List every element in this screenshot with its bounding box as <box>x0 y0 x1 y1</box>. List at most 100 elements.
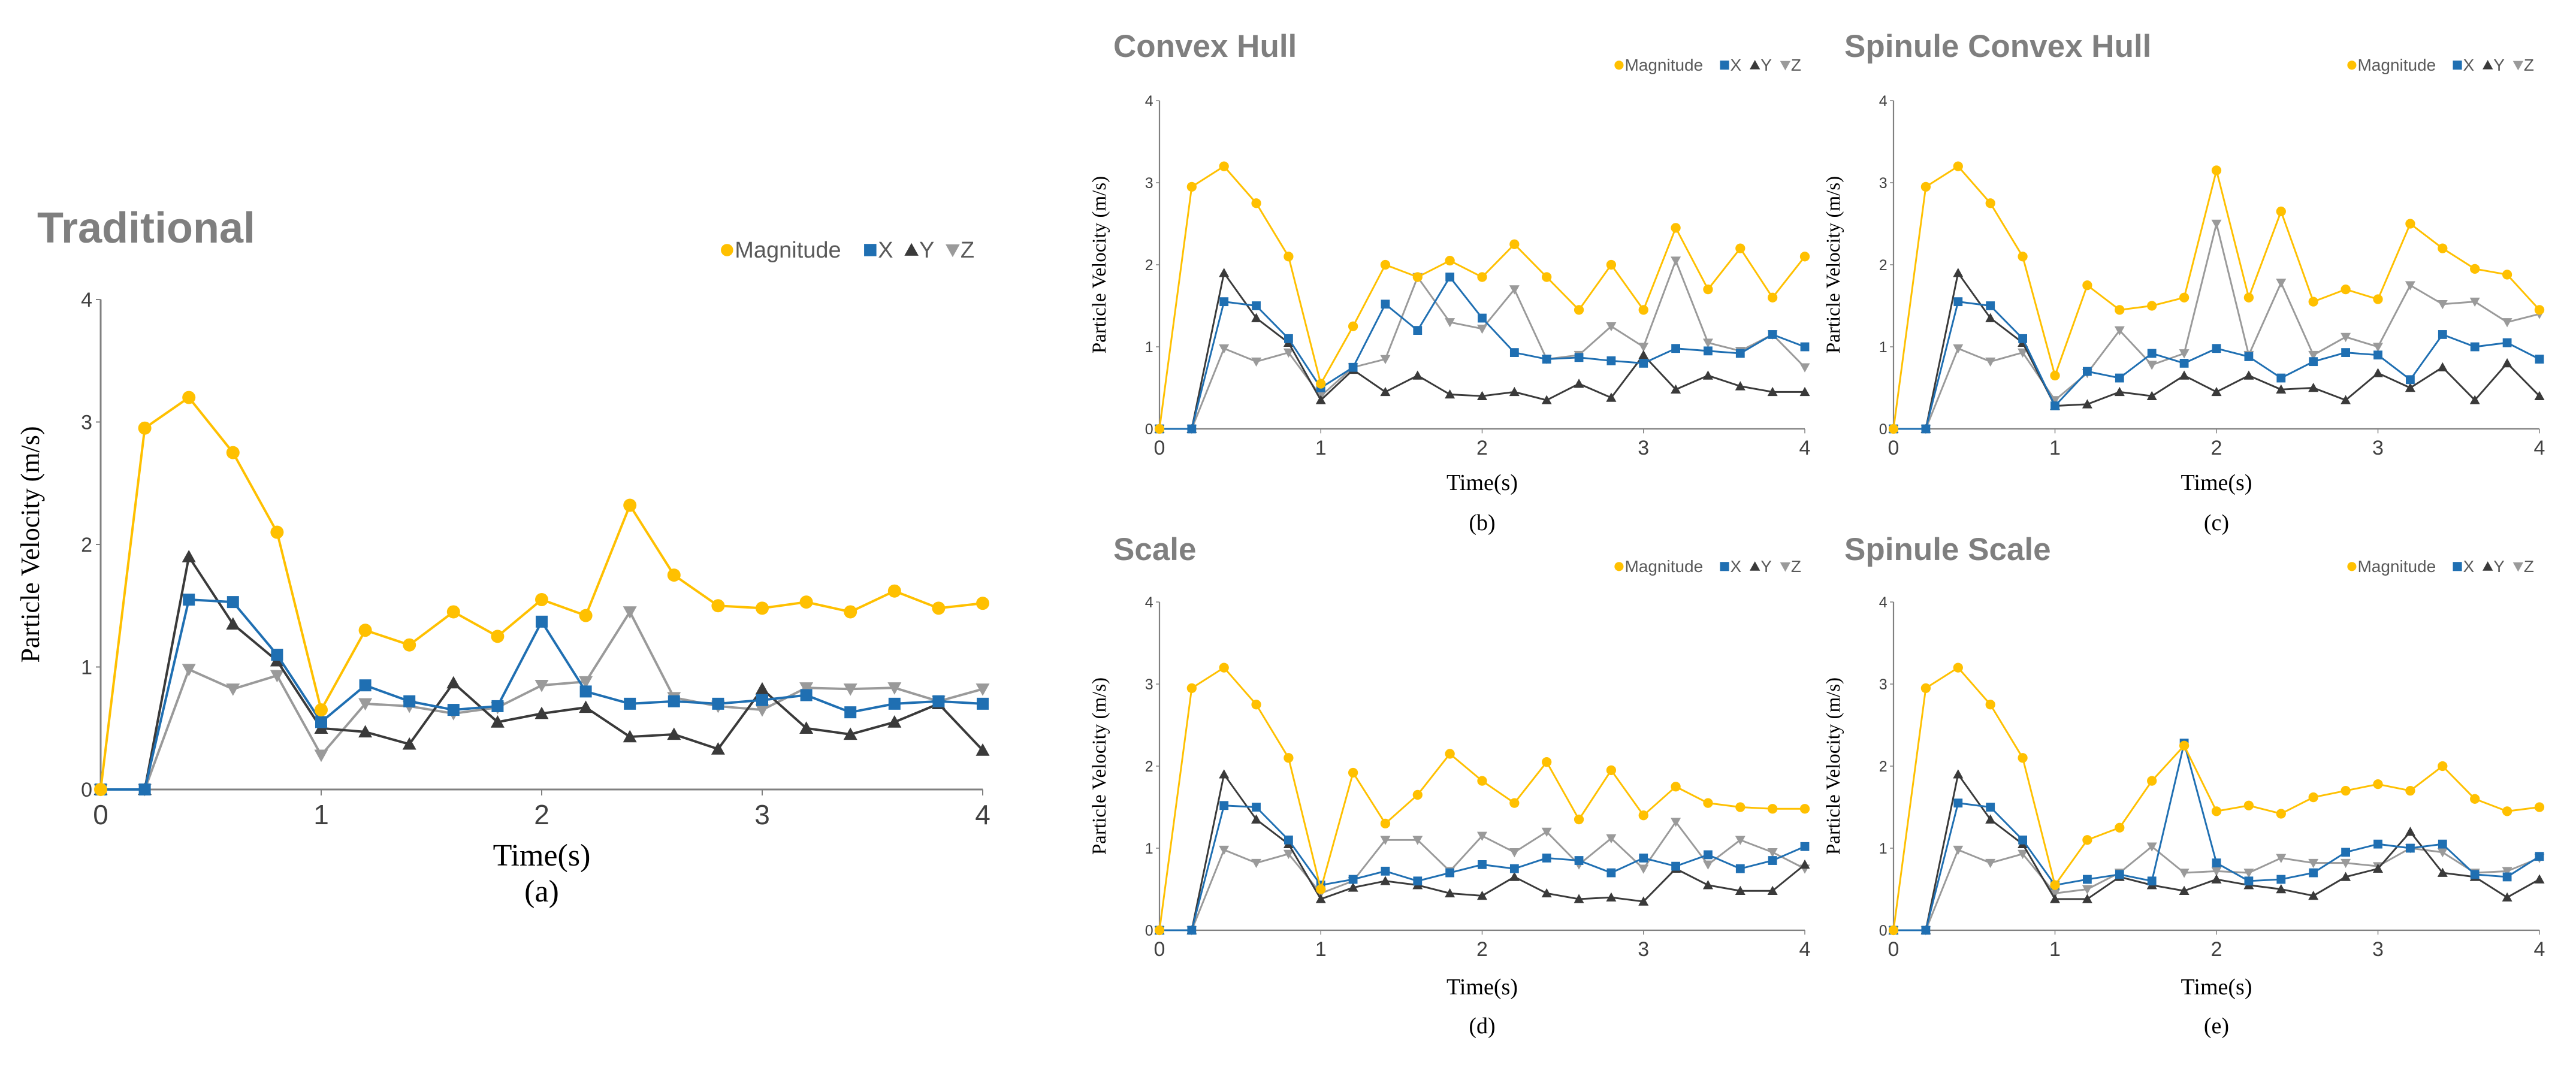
data-point-magnitude <box>1542 272 1552 282</box>
y-tick-label: 2 <box>1879 257 1888 274</box>
data-point-x <box>183 594 195 606</box>
data-point-magnitude <box>1380 818 1391 829</box>
data-point-x <box>1381 299 1390 309</box>
data-point-y <box>1251 814 1262 824</box>
data-point-y <box>1953 268 1964 277</box>
data-point-z <box>2308 858 2319 869</box>
data-point-magnitude <box>1477 776 1487 786</box>
data-point-z <box>1219 845 1230 855</box>
data-point-z <box>2146 361 2157 370</box>
data-point-magnitude <box>2050 370 2060 381</box>
data-point-magnitude <box>2373 294 2383 304</box>
x-tick-label: 4 <box>2534 437 2545 459</box>
data-point-x <box>2244 352 2254 361</box>
series-y-line <box>101 555 984 791</box>
y-axis-label: Particle Velocity (m/s) <box>1823 677 1844 855</box>
x-axis-label: Time(s) <box>2181 470 2252 495</box>
data-point-y <box>490 715 505 728</box>
data-point-magnitude <box>2082 280 2092 291</box>
data-point-z <box>2211 219 2222 229</box>
data-point-x <box>2406 843 2415 853</box>
data-point-magnitude <box>1316 884 1326 894</box>
series-y <box>1154 268 1810 433</box>
y-tick-label: 3 <box>1879 175 1888 192</box>
legend-x-label: X <box>1731 56 1742 74</box>
data-point-magnitude <box>2018 252 2028 262</box>
y-tick-label: 1 <box>1145 339 1153 356</box>
data-point-magnitude <box>2470 264 2480 274</box>
data-point-y <box>1412 370 1423 380</box>
legend-y-marker <box>1750 561 1760 571</box>
data-point-z <box>1476 831 1488 841</box>
data-point-z <box>2276 279 2287 288</box>
x-tick-label: 3 <box>1638 938 1649 961</box>
data-point-magnitude <box>2534 802 2545 812</box>
data-point-magnitude <box>2179 292 2190 302</box>
data-point-magnitude <box>1985 700 1995 710</box>
data-point-y <box>1702 370 1713 380</box>
data-point-y <box>1767 386 1778 397</box>
data-point-y <box>1799 859 1810 869</box>
data-point-magnitude <box>2438 761 2448 772</box>
data-point-x <box>1413 876 1423 886</box>
data-point-y <box>358 725 373 738</box>
data-point-z <box>2308 350 2319 361</box>
data-point-magnitude <box>2115 822 2125 833</box>
x-tick-label: 4 <box>1799 938 1811 961</box>
data-point-y <box>1574 379 1584 388</box>
data-point-x <box>1704 346 1713 356</box>
data-point-x <box>1509 348 1519 357</box>
data-point-x <box>1639 854 1648 863</box>
data-point-y <box>1735 885 1745 895</box>
y-tick-label: 2 <box>1879 758 1888 775</box>
x-tick-label: 1 <box>1315 938 1327 961</box>
y-tick-label: 3 <box>1145 175 1153 192</box>
data-point-y <box>976 743 990 756</box>
data-point-y <box>1985 814 1996 824</box>
x-tick-label: 0 <box>93 799 108 830</box>
chart-scale: Scale Magnitude X Y Z 0 1 2 3 4 0 1 2 3 4 Time(s) Partic… <box>1089 532 1810 1039</box>
data-point-z <box>2341 858 2351 869</box>
data-point-x <box>1542 355 1551 364</box>
data-point-magnitude <box>1768 292 1778 302</box>
data-point-z <box>1380 355 1391 365</box>
data-point-y <box>667 727 681 740</box>
data-point-magnitude <box>756 601 769 615</box>
legend-z-label: Z <box>1791 557 1801 576</box>
data-point-y <box>2372 368 2384 377</box>
data-point-z <box>1702 338 1713 348</box>
y-tick-label: 4 <box>1879 93 1888 110</box>
legend-y-label: Y <box>2493 56 2505 74</box>
data-point-y <box>755 682 769 695</box>
data-point-y <box>2082 894 2092 903</box>
data-point-magnitude <box>2341 785 2351 796</box>
legend-magnitude-label: Magnitude <box>2357 557 2436 576</box>
data-point-magnitude <box>1251 700 1261 710</box>
data-point-x <box>1348 362 1358 372</box>
data-point-x <box>2535 852 2544 861</box>
data-point-y <box>1509 386 1520 397</box>
data-point-y <box>1380 876 1391 885</box>
data-point-z <box>1985 858 1996 869</box>
y-tick-label: 0 <box>81 779 92 801</box>
data-point-x <box>2115 373 2124 383</box>
data-point-z <box>579 676 593 689</box>
data-point-z <box>1412 836 1423 845</box>
data-point-y <box>534 706 549 719</box>
data-point-magnitude <box>1219 161 1229 171</box>
data-point-x <box>844 706 857 719</box>
y-axis-label: Particle Velocity (m/s) <box>1089 176 1110 353</box>
data-point-x <box>1768 330 1777 339</box>
y-tick-label: 3 <box>81 412 92 434</box>
data-point-magnitude <box>1920 683 1931 693</box>
data-point-x <box>2212 858 2221 868</box>
data-point-magnitude <box>932 601 946 615</box>
data-point-z <box>1509 285 1520 295</box>
x-tick-label: 0 <box>1154 437 1165 459</box>
legend-x-marker <box>1720 60 1729 70</box>
data-point-x <box>1639 359 1648 368</box>
data-point-y <box>2437 867 2448 877</box>
data-point-magnitude <box>1348 767 1358 778</box>
legend: Magnitude X Y Z <box>1614 56 1801 74</box>
data-point-z <box>1606 322 1617 332</box>
